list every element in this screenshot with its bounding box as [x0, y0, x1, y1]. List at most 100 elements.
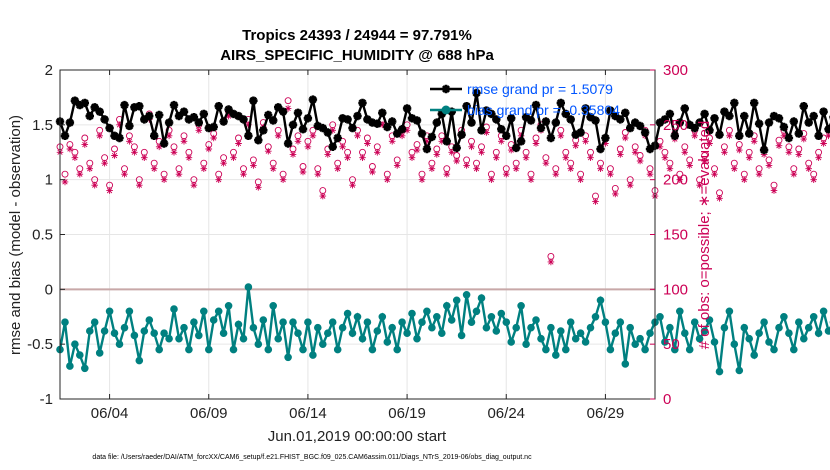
bias-point	[393, 345, 402, 354]
bias-point	[621, 360, 630, 368]
rmse-point	[512, 143, 521, 153]
obs-evaluated-marker	[607, 170, 614, 178]
rmse-point	[556, 98, 565, 108]
obs-evaluated-marker	[488, 176, 495, 183]
rmse-point	[219, 117, 228, 126]
obs-evaluated-marker	[230, 154, 237, 161]
rmse-point	[244, 131, 253, 140]
y-left-tick-label: 0	[45, 281, 53, 298]
rmse-point	[199, 109, 208, 119]
rmse-point	[492, 115, 501, 124]
rmse-point	[333, 133, 342, 143]
bias-point	[180, 323, 188, 332]
obs-possible-marker	[735, 141, 743, 149]
rmse-point	[214, 102, 223, 111]
rmse-point	[368, 118, 377, 127]
obs-evaluated-marker	[731, 165, 738, 172]
obs-evaluated-marker	[175, 170, 183, 178]
bias-point	[90, 318, 99, 327]
obs-evaluated-marker	[86, 165, 93, 172]
obs-evaluated-marker	[413, 146, 421, 154]
y-left-tick-label: 0.5	[32, 227, 53, 244]
bias-point	[66, 362, 74, 370]
x-tick-label: 06/04	[91, 405, 129, 422]
rmse-point	[774, 114, 784, 123]
rmse-point	[70, 96, 80, 105]
rmse-point	[571, 130, 580, 139]
rmse-point	[611, 111, 620, 121]
obs-evaluated-marker	[631, 148, 639, 156]
rmse-point	[789, 117, 798, 126]
obs-evaluated-marker	[240, 170, 247, 178]
obs-evaluated-marker	[66, 145, 74, 153]
obs-evaluated-marker	[741, 176, 748, 183]
obs-evaluated-marker	[418, 176, 426, 183]
bias-point	[750, 351, 759, 359]
obs-evaluated-marker	[552, 170, 560, 178]
obs-evaluated-marker	[106, 187, 113, 194]
obs-evaluated-marker	[557, 132, 565, 140]
bias-point	[462, 291, 471, 299]
obs-evaluated-marker	[626, 181, 634, 189]
bias-point	[790, 345, 798, 354]
obs-evaluated-marker	[433, 151, 441, 158]
bias-point	[681, 329, 689, 338]
bias-point	[467, 318, 476, 327]
bias-point	[690, 318, 699, 327]
bias-point	[700, 327, 709, 335]
bias-point	[785, 329, 793, 338]
obs-evaluated-marker	[726, 132, 733, 140]
legend-bias-marker	[441, 105, 451, 115]
bias-point	[299, 345, 307, 354]
obs-evaluated-marker	[795, 151, 803, 158]
rmse-point	[551, 118, 560, 127]
obs-evaluated-marker	[379, 121, 386, 129]
rmse-point	[764, 118, 774, 127]
bias-point	[661, 338, 669, 346]
bias-point	[140, 327, 149, 335]
bias-point	[145, 316, 154, 324]
y-left-tick-label: 1	[45, 172, 53, 189]
obs-evaluated-marker	[225, 112, 232, 120]
obs-evaluated-marker	[701, 157, 708, 165]
rmse-point	[189, 113, 199, 122]
bias-point	[120, 323, 129, 332]
rmse-point	[278, 107, 288, 116]
rmse-point	[298, 125, 308, 134]
obs-evaluated-marker	[319, 192, 327, 200]
obs-evaluated-marker	[314, 170, 322, 178]
rmse-point	[631, 118, 640, 127]
bias-point	[76, 351, 84, 359]
bias-point	[195, 331, 203, 340]
bias-point	[309, 351, 317, 359]
obs-possible-marker	[61, 170, 69, 178]
rmse-point	[809, 111, 818, 121]
bias-point	[61, 318, 69, 327]
obs-evaluated-marker	[220, 159, 227, 167]
rmse-point	[194, 118, 203, 127]
y-right-tick-label: 300	[663, 62, 688, 79]
bias-point	[507, 338, 516, 346]
rmse-point	[635, 121, 645, 131]
rmse-point	[135, 102, 144, 111]
obs-evaluated-marker	[165, 132, 173, 140]
rmse-point	[184, 115, 194, 124]
x-tick-label: 06/09	[190, 405, 228, 422]
bias-point	[264, 345, 273, 354]
rmse-point	[799, 102, 808, 111]
rmse-point	[95, 107, 104, 116]
rmse-point	[546, 133, 556, 143]
legend-rmse-label: rmse grand pr = 1.5079	[467, 81, 613, 97]
rmse-point	[596, 144, 605, 154]
obs-evaluated-marker	[235, 140, 242, 147]
x-tick-label: 06/19	[388, 405, 426, 422]
obs-evaluated-marker	[656, 143, 664, 151]
bias-point	[814, 329, 823, 338]
obs-evaluated-marker	[374, 148, 381, 156]
rmse-point	[507, 114, 516, 123]
chart-title-line2: AIRS_SPECIFIC_HUMIDITY @ 688 hPa	[220, 47, 494, 64]
bias-point	[105, 307, 114, 316]
rmse-point	[383, 122, 392, 132]
rmse-point	[85, 111, 94, 121]
obs-evaluated-marker	[289, 151, 297, 158]
